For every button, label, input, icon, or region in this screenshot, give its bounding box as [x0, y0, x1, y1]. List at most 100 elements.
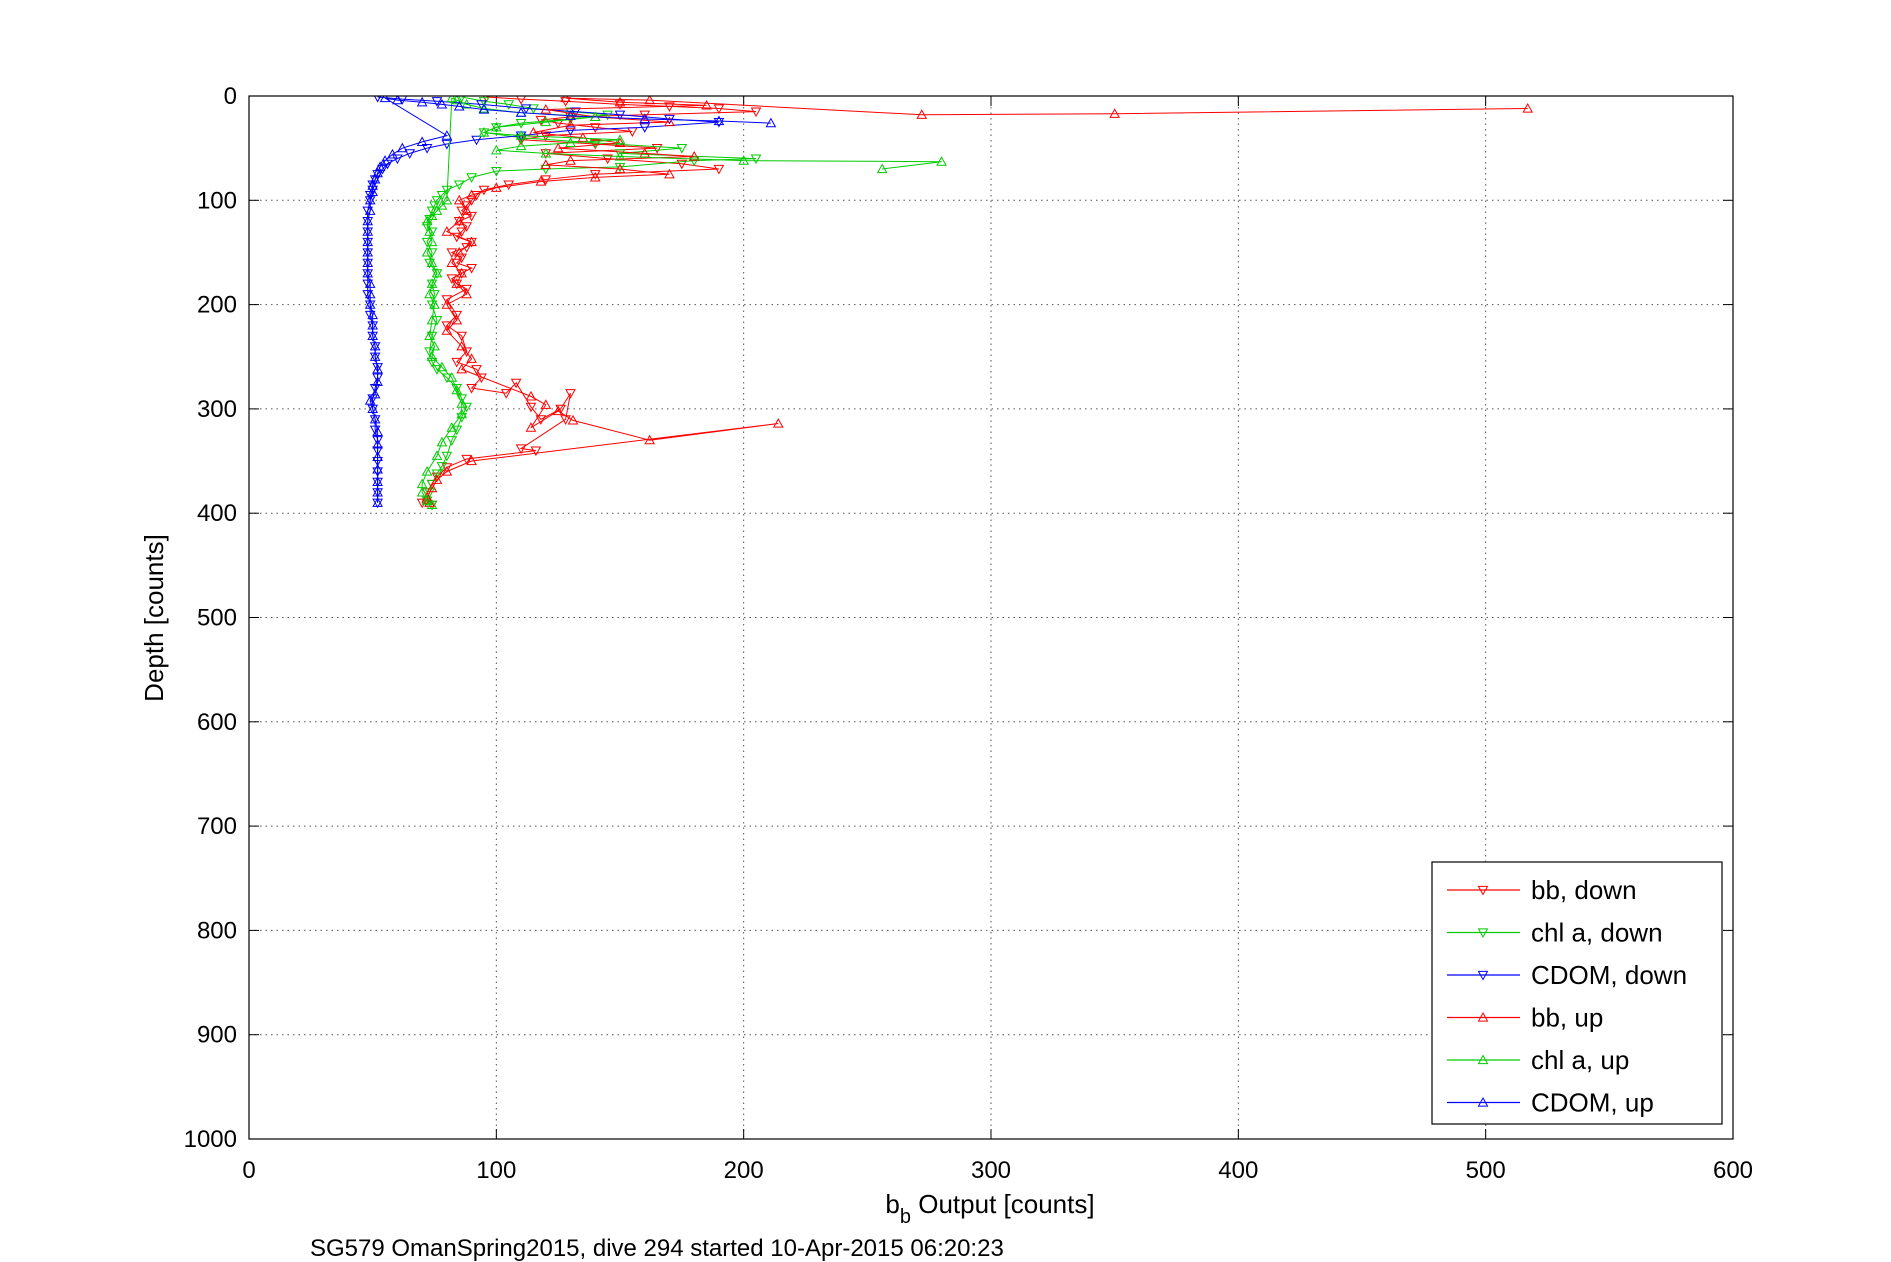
legend-label: CDOM, up [1531, 1088, 1654, 1118]
data-point [451, 384, 463, 395]
data-point [431, 469, 443, 480]
series-layer [362, 96, 1534, 511]
data-point [664, 168, 675, 179]
legend-marker [1477, 1096, 1489, 1107]
x-tick-label: 600 [1713, 1157, 1753, 1184]
data-point [367, 319, 379, 330]
data-point [516, 96, 526, 105]
data-point [644, 96, 656, 105]
data-point [372, 426, 383, 436]
data-point [364, 288, 376, 299]
data-point [490, 182, 502, 192]
data-point [441, 321, 453, 331]
data-point [471, 135, 482, 146]
data-point [466, 236, 477, 247]
data-point [565, 119, 576, 130]
data-point [565, 126, 576, 136]
x-tick-label: 500 [1466, 1157, 1506, 1184]
data-point [466, 189, 477, 200]
data-point [421, 144, 433, 154]
plot-frame [248, 95, 1734, 1140]
data-point [478, 97, 490, 107]
data-point [451, 96, 463, 105]
data-point [372, 438, 383, 449]
data-point [456, 398, 468, 408]
data-point [372, 497, 383, 507]
data-point [362, 246, 374, 257]
data-point [446, 422, 458, 432]
data-point [426, 278, 438, 288]
data-point [461, 288, 473, 299]
data-point [466, 383, 477, 394]
data-point [372, 476, 383, 487]
data-point [515, 130, 527, 140]
data-point [664, 116, 675, 127]
legend-marker [1477, 970, 1489, 981]
data-point [436, 190, 448, 201]
data-point [456, 331, 468, 342]
data-point [490, 121, 502, 132]
data-point [639, 113, 651, 124]
data-point [765, 117, 777, 128]
data-point [644, 434, 656, 445]
data-point [362, 257, 374, 267]
data-point [453, 246, 465, 257]
data-point [560, 96, 571, 103]
data-point [461, 205, 473, 215]
data-point [372, 451, 383, 461]
data-point [772, 417, 784, 428]
data-point [614, 96, 626, 107]
data-point [416, 96, 428, 107]
data-point [503, 100, 515, 110]
data-point [421, 215, 433, 226]
data-point [372, 363, 383, 374]
data-point [424, 226, 435, 236]
data-point [436, 98, 448, 109]
data-point [589, 171, 601, 182]
x-axis-label-subscript: b [900, 1206, 911, 1228]
data-point [676, 144, 688, 154]
data-point [461, 222, 473, 232]
data-point [426, 357, 438, 368]
y-tick-label: 900 [197, 1022, 237, 1049]
data-point [461, 201, 473, 212]
data-point [466, 173, 477, 183]
data-point [1109, 108, 1121, 118]
chart-subtitle: SG579 OmanSpring2015, dive 294 started 1… [310, 1235, 1004, 1262]
data-point [424, 330, 435, 340]
data-point [436, 436, 448, 447]
data-point [446, 372, 458, 382]
data-point [525, 390, 537, 401]
data-point [441, 299, 453, 309]
data-point [577, 132, 589, 142]
data-point [461, 454, 473, 465]
data-point [392, 154, 403, 165]
y-tick-label: 200 [197, 292, 237, 319]
tick-labels: 0 100 200 300 400 500 600 0 100 200 300 400 500 600 70… [184, 83, 1753, 1184]
data-point [446, 257, 458, 267]
x-tick-label: 300 [971, 1157, 1011, 1184]
x-tick-label: 100 [476, 1157, 516, 1184]
legend-box [1431, 861, 1723, 1125]
data-point [490, 144, 502, 155]
data-point [441, 130, 453, 140]
data-point [520, 104, 532, 115]
legend-marker [1477, 1054, 1489, 1065]
data-point [490, 166, 502, 177]
series-line [421, 97, 942, 506]
data-point [426, 210, 438, 221]
data-point [379, 155, 391, 165]
x-tick-label: 0 [242, 1157, 255, 1184]
data-point [451, 383, 463, 394]
series-3 [421, 96, 1534, 507]
data-point [515, 133, 527, 144]
data-point [530, 446, 542, 457]
data-point [552, 405, 564, 416]
data-point [570, 107, 581, 118]
data-point [436, 462, 448, 472]
data-point [451, 232, 463, 243]
data-point [441, 463, 453, 473]
data-point [461, 347, 473, 358]
data-point [453, 180, 465, 191]
